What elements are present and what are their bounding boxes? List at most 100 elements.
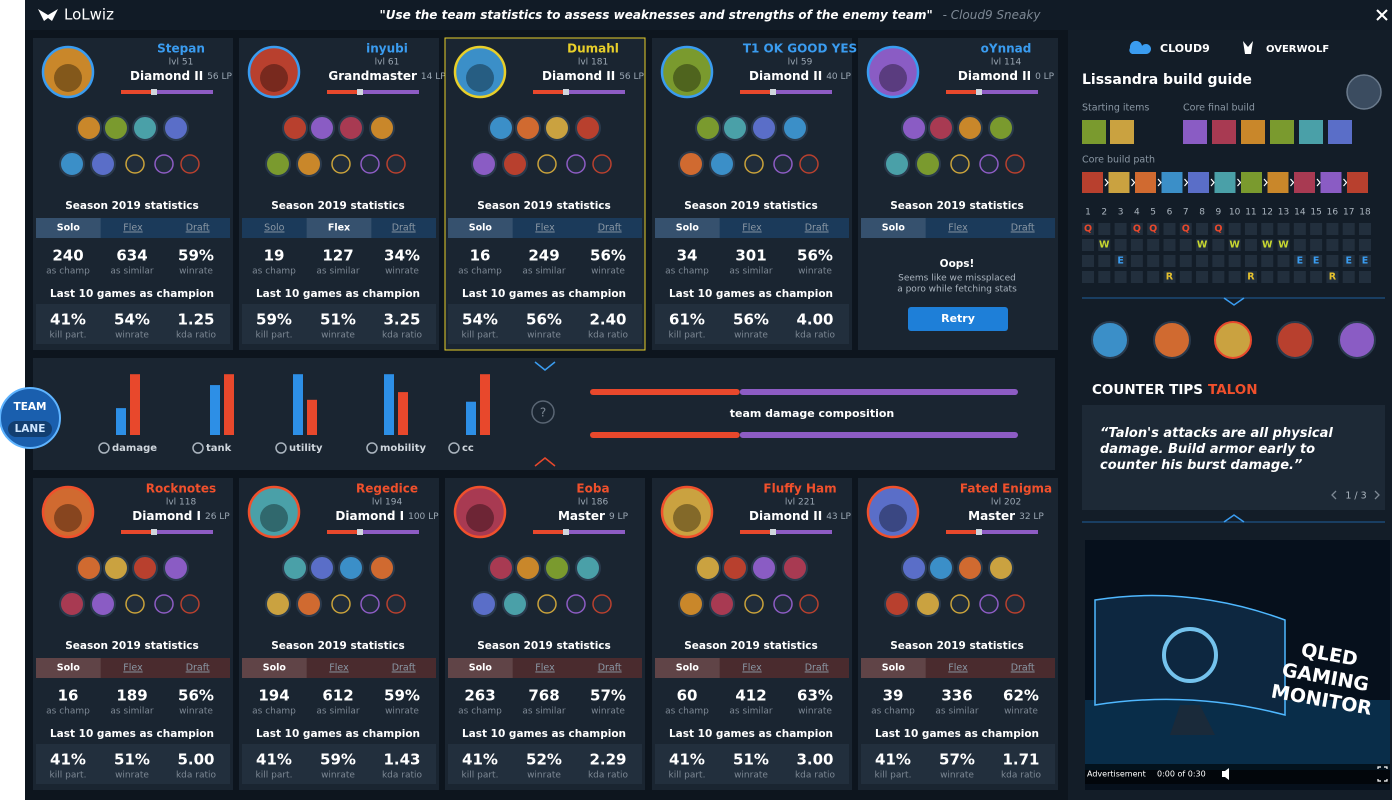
item-icon	[928, 115, 954, 141]
enemy-champion[interactable]	[1214, 321, 1252, 359]
rune-shard	[537, 594, 557, 614]
stats-tab[interactable]: Solo	[57, 223, 81, 234]
skill-cell	[1082, 223, 1094, 235]
skill-letter: W	[1099, 240, 1110, 251]
rank-lp: 9 LP	[609, 512, 629, 522]
retry-label[interactable]: Retry	[941, 312, 975, 325]
item-slot	[1161, 172, 1183, 193]
tip-pager: 1 / 3	[1345, 491, 1366, 502]
player-rank: Grandmaster 14 LP	[328, 69, 446, 83]
stats-tab[interactable]: Flex	[328, 223, 350, 234]
stats-tab[interactable]: Draft	[1011, 663, 1035, 674]
rank-bar-marker	[770, 89, 776, 95]
core-path-label: Core build path	[1082, 155, 1155, 166]
level-number: 13	[1278, 208, 1289, 218]
stats-tab[interactable]: Flex	[742, 223, 762, 234]
item-slot	[1082, 120, 1106, 144]
comparison-bar	[466, 401, 476, 435]
rune-icon	[265, 591, 291, 617]
damage-composition-segment	[590, 432, 740, 438]
level-number: 14	[1294, 208, 1306, 218]
stats-tab[interactable]: Solo	[469, 663, 493, 674]
stats-tab[interactable]: Draft	[392, 663, 416, 674]
last10-stat-label: kda ratio	[176, 771, 217, 781]
app-logo	[38, 9, 58, 21]
last10-title: Last 10 games as champion	[669, 728, 833, 740]
stats-tab[interactable]: Draft	[186, 663, 210, 674]
toggle-lane[interactable]: LANE	[15, 423, 46, 435]
stats-tab[interactable]: Flex	[948, 223, 968, 234]
stats-tab[interactable]: Solo	[263, 663, 287, 674]
rank-tier: Diamond II	[130, 69, 203, 83]
stats-tab[interactable]: Draft	[805, 223, 829, 234]
stats-tab[interactable]: Draft	[805, 663, 829, 674]
stats-tab[interactable]: Draft	[186, 223, 210, 234]
rune-icon	[265, 151, 291, 177]
last10-stat: 41%	[50, 311, 86, 329]
stats-tabs	[448, 218, 642, 238]
stats-tab[interactable]: Solo	[882, 223, 906, 234]
toggle-team[interactable]: TEAM	[14, 401, 47, 413]
item-icon	[132, 555, 158, 581]
stats-tab[interactable]: Draft	[598, 663, 622, 674]
enemy-champion[interactable]	[1091, 321, 1129, 359]
rune-shard	[386, 594, 406, 614]
enemy-champion[interactable]	[1276, 321, 1314, 359]
stats-tab[interactable]: Solo	[882, 663, 906, 674]
team-lane-toggle[interactable]	[0, 387, 61, 449]
player-rank: Diamond II 56 LP	[542, 69, 644, 83]
stats-tab[interactable]: Solo	[469, 223, 493, 234]
ad-fullscreen[interactable]	[1377, 766, 1388, 782]
season-stat: 34	[677, 247, 698, 265]
season-stat-label: as champ	[458, 267, 502, 277]
stats-tab[interactable]: Flex	[535, 223, 555, 234]
skill-letter: E	[1313, 256, 1320, 267]
rune-shard	[979, 154, 999, 174]
rune-shard	[773, 154, 793, 174]
stats-tab[interactable]: Draft	[598, 223, 622, 234]
pager-prev[interactable]	[1331, 490, 1337, 500]
stats-tab[interactable]: Flex	[742, 663, 762, 674]
enemy-champion[interactable]	[1153, 321, 1191, 359]
item-icon	[338, 115, 364, 141]
rune-icon	[90, 151, 116, 177]
stats-tab[interactable]: Draft	[1011, 223, 1035, 234]
retry-button[interactable]	[908, 307, 1008, 331]
rune-shard	[773, 594, 793, 614]
skill-cell	[1163, 255, 1176, 267]
stats-tab[interactable]: Solo	[676, 663, 700, 674]
stats-tab[interactable]: Flex	[948, 663, 968, 674]
lane-option[interactable]	[8, 421, 52, 437]
stats-tab[interactable]: Solo	[264, 223, 284, 234]
last10-stat-label: kill part.	[256, 331, 293, 341]
season-stat-label: as similar	[729, 267, 773, 277]
stats-tab[interactable]: Flex	[329, 663, 349, 674]
stats-tab[interactable]: Solo	[57, 663, 81, 674]
close-button[interactable]	[1376, 9, 1388, 21]
ad-volume[interactable]	[1222, 768, 1229, 780]
help-button[interactable]	[531, 400, 555, 424]
last10-stat: 2.40	[589, 311, 626, 329]
item-slot	[1135, 172, 1156, 193]
rank-lp: 56 LP	[207, 72, 232, 82]
rune-icon	[678, 151, 704, 177]
help-icon[interactable]: ?	[540, 406, 546, 420]
stats-tab[interactable]: Flex	[535, 663, 555, 674]
stats-tab[interactable]: Flex	[123, 223, 143, 234]
last10-stat: 41%	[50, 751, 86, 769]
stats-tab[interactable]: Flex	[123, 663, 143, 674]
skill-cell	[1244, 271, 1257, 283]
player-name: Stepan	[157, 42, 205, 56]
season-stat-label: as champ	[46, 707, 90, 717]
enemy-champion[interactable]	[1338, 321, 1376, 359]
player-level: lvl 114	[991, 58, 1022, 68]
season-stat: 16	[58, 687, 79, 705]
pager-next[interactable]	[1374, 490, 1380, 500]
player-name: Fated Enigma	[960, 482, 1052, 496]
stats-tab[interactable]: Draft	[392, 223, 416, 234]
item-slot	[1082, 172, 1103, 193]
champion-portrait	[41, 45, 95, 99]
stats-tab[interactable]: Solo	[676, 223, 700, 234]
season-stat-label: as champ	[458, 707, 502, 717]
